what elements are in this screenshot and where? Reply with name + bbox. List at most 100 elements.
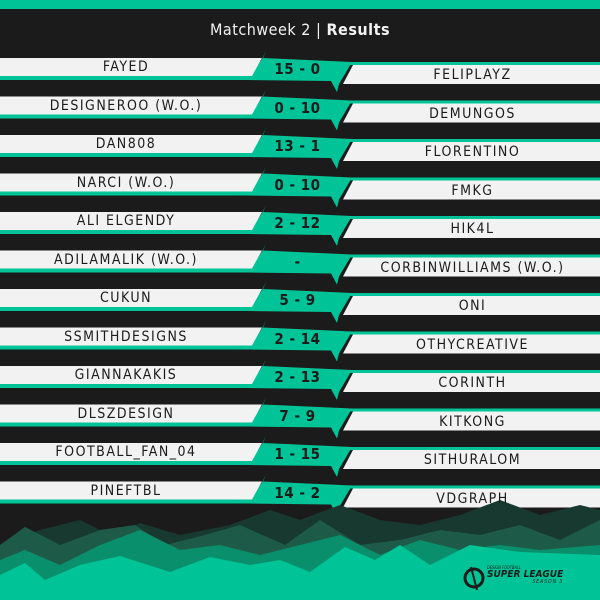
away-topline	[344, 62, 600, 65]
score-panel	[248, 474, 352, 516]
away-bar	[343, 450, 600, 469]
home-team-name: DAN808	[95, 136, 157, 152]
away-bar	[343, 334, 600, 354]
home-underline	[0, 384, 253, 388]
match-score: 2 - 13	[274, 368, 321, 386]
match-score: 1 - 15	[274, 445, 321, 463]
away-team-name: OTHYCREATIVE	[415, 336, 529, 353]
mountain-decoration	[0, 500, 600, 600]
away-topline	[344, 485, 600, 489]
away-bar	[343, 219, 600, 238]
away-bar	[343, 296, 600, 315]
away-bar	[343, 373, 600, 392]
away-team-name: VDGRAPH	[436, 490, 509, 507]
home-bar	[0, 212, 262, 230]
score-panel	[248, 166, 352, 208]
home-underline	[0, 191, 253, 196]
away-topline	[344, 370, 600, 373]
match-score: -	[294, 252, 301, 271]
home-team-name: ALI ELGENDY	[76, 213, 176, 229]
away-team-name: FLORENTINO	[424, 144, 521, 160]
away-bar	[343, 488, 600, 508]
away-team-name: SITHURALOM	[423, 452, 522, 468]
away-bar	[343, 65, 600, 84]
home-team-name: CUKUN	[99, 290, 153, 306]
logo-text: DESIGN FOOTBALL SUPER LEAGUE SEASON 3	[487, 566, 563, 585]
home-bar	[0, 366, 262, 384]
match-score: 0 - 10	[274, 98, 321, 117]
home-bar	[0, 289, 262, 307]
score-panel	[248, 205, 352, 246]
away-topline	[344, 254, 600, 258]
home-team-name: PINEFTBL	[90, 482, 162, 499]
home-team-name: DESIGNEROO (W.O.)	[49, 97, 203, 114]
home-underline	[0, 268, 253, 273]
home-underline	[0, 345, 253, 350]
away-topline	[344, 139, 600, 142]
home-team-name: GIANNAKAKIS	[74, 367, 178, 383]
logo-line1: DESIGN FOOTBALL	[487, 565, 521, 570]
top-accent-bar	[0, 0, 600, 9]
away-topline	[344, 447, 600, 450]
away-team-name: HIK4L	[450, 221, 495, 237]
away-team-name: FMKG	[451, 182, 494, 199]
home-bar	[0, 96, 262, 115]
score-panel	[248, 397, 352, 439]
away-bar	[343, 180, 600, 200]
home-bar	[0, 404, 262, 423]
home-underline	[0, 153, 253, 157]
away-topline	[344, 293, 600, 296]
match-score: 0 - 10	[274, 175, 321, 194]
title-separator: |	[316, 20, 322, 39]
score-panel	[248, 282, 352, 323]
away-team-name: KITKONG	[439, 413, 506, 430]
away-bar	[343, 411, 600, 431]
match-score: 7 - 9	[279, 406, 316, 425]
home-bar	[0, 481, 262, 500]
away-team-name: ONI	[458, 298, 487, 314]
away-topline	[344, 177, 600, 181]
home-bar	[0, 135, 262, 153]
match-score: 13 - 1	[274, 137, 321, 155]
title-matchweek: Matchweek 2	[209, 20, 311, 39]
home-team-name: FOOTBALL_FAN_04	[55, 444, 197, 460]
home-underline	[0, 461, 253, 465]
away-team-name: CORBINWILLIAMS (W.O.)	[380, 259, 565, 276]
home-bar	[0, 327, 262, 346]
logo-line3: SEASON 3	[532, 579, 564, 585]
home-underline	[0, 114, 253, 119]
home-underline	[0, 230, 253, 234]
away-bar	[343, 142, 600, 161]
away-team-name: DEMUNGOS	[429, 105, 516, 122]
score-panel	[248, 320, 352, 362]
match-score: 5 - 9	[279, 291, 316, 309]
score-panel	[248, 51, 352, 92]
page-title: Matchweek 2 | Results	[0, 20, 600, 39]
home-team-name: FAYED	[102, 59, 150, 75]
away-team-name: FELIPLAYZ	[433, 67, 512, 83]
score-panel	[248, 243, 352, 285]
away-topline	[344, 408, 600, 412]
home-team-name: DLSZDESIGN	[77, 405, 175, 422]
match-score: 15 - 0	[274, 60, 321, 78]
match-score: 14 - 2	[274, 483, 321, 502]
score-panel	[248, 359, 352, 400]
logo-line2: SUPER LEAGUE	[487, 569, 564, 580]
home-underline	[0, 307, 253, 311]
away-bar	[343, 103, 600, 123]
home-team-name: NARCI (W.O.)	[76, 174, 176, 191]
home-underline	[0, 499, 253, 504]
match-score: 2 - 12	[274, 214, 321, 232]
home-team-name: SSMITHDESIGNS	[64, 328, 188, 345]
home-team-name: ADILAMALIK (W.O.)	[54, 251, 198, 268]
match-score: 2 - 14	[274, 329, 321, 348]
away-team-name: CORINTH	[438, 375, 507, 391]
away-topline	[344, 216, 600, 219]
home-underline	[0, 76, 253, 80]
away-topline	[344, 100, 600, 104]
away-bar	[343, 257, 600, 277]
home-bar	[0, 443, 262, 461]
title-results: Results	[326, 20, 391, 39]
score-panel	[248, 89, 352, 131]
